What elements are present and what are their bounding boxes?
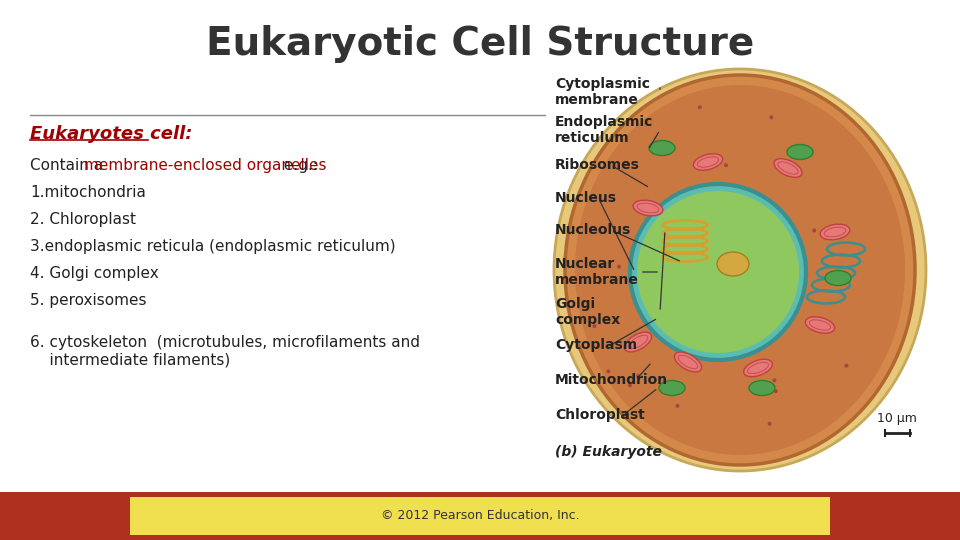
Ellipse shape [698, 105, 702, 109]
Text: Cytoplasm: Cytoplasm [555, 338, 637, 352]
Text: Nuclear
membrane: Nuclear membrane [555, 257, 638, 287]
Text: Chloroplast: Chloroplast [555, 408, 645, 422]
Ellipse shape [617, 265, 621, 269]
Text: (b) Eukaryote: (b) Eukaryote [555, 445, 661, 459]
Ellipse shape [659, 381, 685, 395]
Text: 5. peroxisomes: 5. peroxisomes [30, 293, 147, 308]
Ellipse shape [769, 116, 774, 119]
Bar [130, 497, 830, 535]
Text: e.g.:: e.g.: [279, 158, 318, 173]
Ellipse shape [575, 85, 905, 455]
Ellipse shape [649, 140, 675, 156]
Ellipse shape [676, 404, 680, 408]
Ellipse shape [607, 369, 611, 373]
Ellipse shape [768, 422, 772, 426]
Ellipse shape [693, 154, 723, 170]
Ellipse shape [812, 228, 816, 232]
Ellipse shape [565, 75, 915, 465]
Ellipse shape [805, 317, 834, 333]
Text: Eukaryotic Cell Structure: Eukaryotic Cell Structure [205, 25, 755, 63]
Ellipse shape [554, 69, 926, 471]
Ellipse shape [773, 379, 777, 382]
Text: Eukaryotes cell:: Eukaryotes cell: [30, 125, 193, 143]
Ellipse shape [592, 324, 596, 328]
Ellipse shape [724, 163, 728, 167]
Text: Nucleus: Nucleus [555, 191, 617, 205]
Ellipse shape [744, 359, 773, 377]
Text: membrane-enclosed organelles: membrane-enclosed organelles [84, 158, 326, 173]
Text: Nucleolus: Nucleolus [555, 223, 632, 237]
Ellipse shape [630, 184, 806, 360]
Text: 2. Chloroplast: 2. Chloroplast [30, 212, 136, 227]
Ellipse shape [774, 159, 802, 177]
Ellipse shape [637, 191, 799, 353]
Bar [0, 492, 960, 540]
Ellipse shape [749, 381, 775, 395]
Ellipse shape [820, 224, 850, 240]
Ellipse shape [624, 332, 652, 352]
Ellipse shape [787, 145, 813, 159]
Text: Ribosomes: Ribosomes [555, 158, 640, 172]
Text: 3.endoplasmic reticula (endoplasmic reticulum): 3.endoplasmic reticula (endoplasmic reti… [30, 239, 396, 254]
Text: Mitochondrion: Mitochondrion [555, 373, 668, 387]
Text: Endoplasmic
reticulum: Endoplasmic reticulum [555, 115, 654, 145]
Ellipse shape [636, 374, 640, 378]
Text: 10 μm: 10 μm [877, 412, 917, 425]
Ellipse shape [628, 383, 632, 387]
Ellipse shape [753, 373, 756, 377]
Text: 4. Golgi complex: 4. Golgi complex [30, 266, 158, 281]
Ellipse shape [675, 352, 702, 372]
Text: Golgi
complex: Golgi complex [555, 297, 620, 327]
Ellipse shape [845, 363, 849, 368]
Text: 6. cytoskeleton  (microtubules, microfilaments and
    intermediate filaments): 6. cytoskeleton (microtubules, microfila… [30, 335, 420, 367]
Text: Cytoplasmic
membrane: Cytoplasmic membrane [555, 77, 650, 107]
Ellipse shape [634, 200, 662, 216]
Text: © 2012 Pearson Education, Inc.: © 2012 Pearson Education, Inc. [381, 510, 579, 523]
Text: 1.mitochondria: 1.mitochondria [30, 185, 146, 200]
Ellipse shape [825, 271, 851, 286]
Text: Contain a: Contain a [30, 158, 108, 173]
Ellipse shape [774, 389, 778, 393]
Ellipse shape [717, 252, 749, 276]
